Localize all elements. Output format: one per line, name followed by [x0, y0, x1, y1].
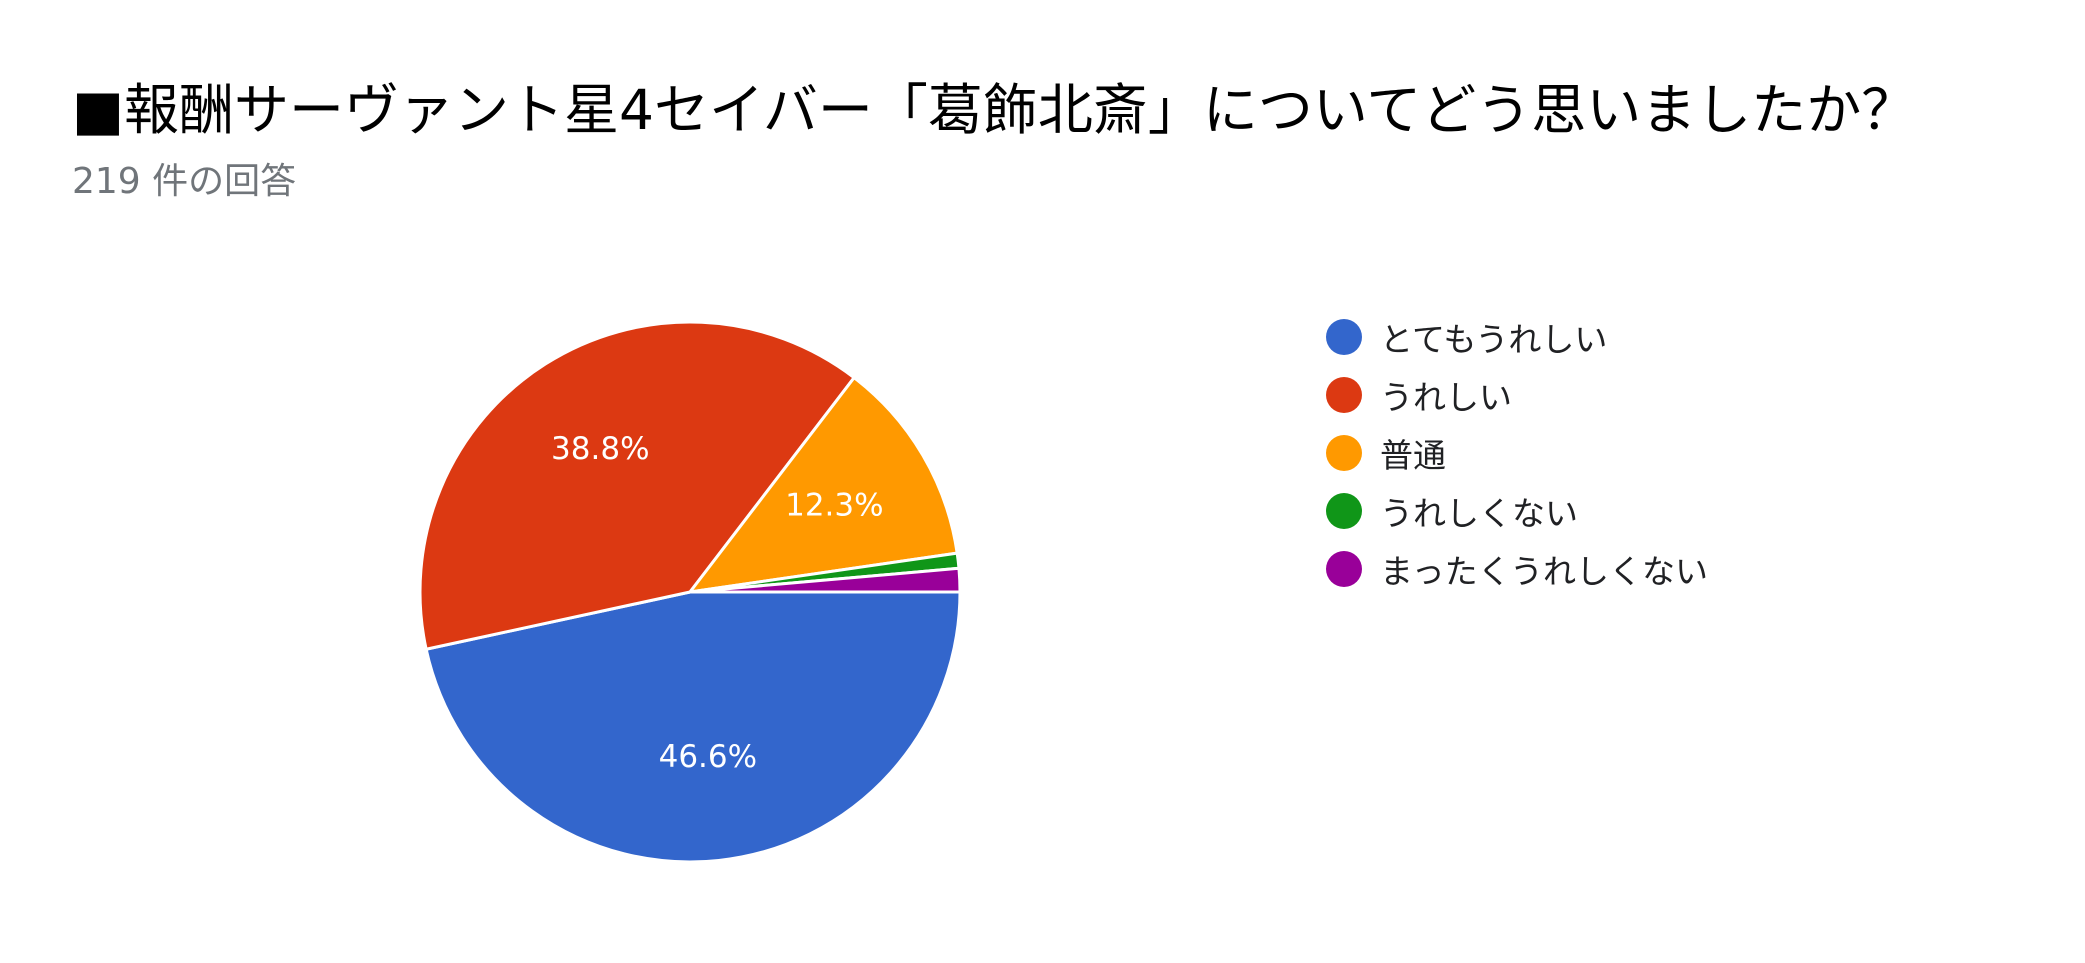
- legend-label: まったくうれしくない: [1380, 552, 1709, 591]
- pie-slice-3: [686, 375, 959, 595]
- response-count: 219 件の回答: [72, 161, 297, 202]
- legend-swatch: [1326, 435, 1362, 471]
- legend-label: うれしい: [1380, 378, 1512, 417]
- pie-slices: [418, 320, 962, 864]
- legend-label: うれしくない: [1380, 494, 1578, 533]
- pie-slice-label-1: 46.6%: [659, 739, 757, 775]
- legend-swatch: [1326, 493, 1362, 529]
- pie-slice-2: [418, 320, 857, 652]
- legend-item-2: うれしい: [1326, 366, 1708, 424]
- pie-slice-label-2: 38.8%: [551, 431, 649, 467]
- legend-label: 普通: [1380, 436, 1446, 475]
- legend-swatch: [1326, 377, 1362, 413]
- pie-slice-label-3: 12.3%: [785, 488, 883, 524]
- pie-slice-1: [424, 590, 962, 864]
- legend: とてもうれしい うれしい普通うれしくないまったくうれしくない: [1326, 308, 1708, 598]
- pie-slice-5: [689, 566, 962, 594]
- legend-item-5: まったくうれしくない: [1326, 540, 1708, 598]
- legend-swatch: [1326, 319, 1362, 355]
- pie-chart: 46.6% 38.8% 12.3%: [418, 320, 962, 864]
- legend-item-3: 普通: [1326, 424, 1708, 482]
- pie-labels: 46.6% 38.8% 12.3%: [551, 431, 884, 775]
- legend-label: とてもうれしい: [1380, 320, 1608, 359]
- chart-title: ■報酬サーヴァント星4セイバー「葛飾北斎」についてどう思いましたか？: [72, 78, 1917, 142]
- legend-swatch: [1326, 551, 1362, 587]
- legend-item-4: うれしくない: [1326, 482, 1708, 540]
- legend-item-1: とてもうれしい: [1326, 308, 1708, 366]
